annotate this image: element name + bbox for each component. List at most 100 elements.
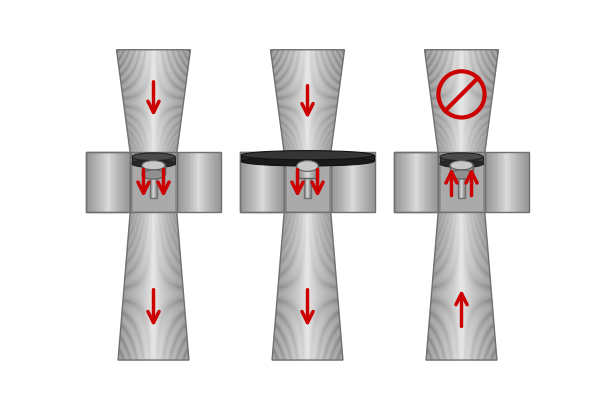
Polygon shape bbox=[108, 153, 110, 213]
Polygon shape bbox=[479, 153, 480, 213]
Polygon shape bbox=[494, 153, 495, 213]
Polygon shape bbox=[277, 51, 289, 155]
Polygon shape bbox=[469, 210, 475, 360]
Polygon shape bbox=[325, 51, 337, 155]
Polygon shape bbox=[87, 153, 89, 213]
Polygon shape bbox=[424, 153, 425, 213]
Polygon shape bbox=[467, 210, 471, 360]
Polygon shape bbox=[281, 153, 283, 213]
Polygon shape bbox=[504, 153, 505, 213]
Polygon shape bbox=[463, 166, 464, 175]
Polygon shape bbox=[323, 51, 335, 155]
Polygon shape bbox=[454, 153, 455, 213]
Polygon shape bbox=[312, 210, 316, 360]
Polygon shape bbox=[285, 210, 293, 360]
Polygon shape bbox=[436, 210, 445, 360]
Polygon shape bbox=[290, 51, 298, 155]
Polygon shape bbox=[93, 153, 95, 213]
Polygon shape bbox=[498, 153, 499, 213]
Polygon shape bbox=[99, 153, 101, 213]
Polygon shape bbox=[259, 153, 260, 213]
Polygon shape bbox=[322, 51, 332, 155]
Polygon shape bbox=[328, 51, 342, 155]
Polygon shape bbox=[194, 153, 196, 213]
Polygon shape bbox=[469, 51, 475, 155]
Ellipse shape bbox=[142, 161, 165, 171]
Polygon shape bbox=[330, 51, 344, 155]
Polygon shape bbox=[266, 153, 268, 213]
Polygon shape bbox=[96, 153, 98, 213]
Polygon shape bbox=[241, 153, 243, 213]
Ellipse shape bbox=[241, 151, 374, 160]
Polygon shape bbox=[166, 210, 173, 360]
Polygon shape bbox=[403, 153, 404, 213]
Polygon shape bbox=[328, 51, 341, 155]
Polygon shape bbox=[464, 166, 465, 175]
Polygon shape bbox=[433, 153, 434, 213]
Polygon shape bbox=[244, 153, 245, 213]
Polygon shape bbox=[315, 166, 316, 179]
Polygon shape bbox=[314, 166, 315, 179]
Polygon shape bbox=[352, 153, 353, 213]
Polygon shape bbox=[157, 166, 158, 175]
Polygon shape bbox=[297, 166, 298, 179]
Polygon shape bbox=[328, 153, 329, 213]
Polygon shape bbox=[277, 153, 278, 213]
Polygon shape bbox=[174, 210, 187, 360]
Polygon shape bbox=[519, 153, 520, 213]
Polygon shape bbox=[300, 166, 301, 179]
Polygon shape bbox=[452, 153, 454, 213]
Polygon shape bbox=[163, 153, 164, 213]
Polygon shape bbox=[101, 153, 102, 213]
Ellipse shape bbox=[142, 171, 165, 180]
Polygon shape bbox=[150, 153, 151, 213]
Polygon shape bbox=[141, 153, 142, 213]
Polygon shape bbox=[320, 51, 328, 155]
Polygon shape bbox=[445, 210, 451, 360]
Polygon shape bbox=[473, 51, 481, 155]
Polygon shape bbox=[476, 210, 485, 360]
Polygon shape bbox=[101, 153, 102, 213]
Polygon shape bbox=[271, 153, 272, 213]
Polygon shape bbox=[470, 166, 471, 175]
Polygon shape bbox=[303, 210, 305, 360]
Polygon shape bbox=[451, 51, 455, 155]
Polygon shape bbox=[394, 153, 395, 213]
Polygon shape bbox=[465, 166, 466, 175]
Polygon shape bbox=[140, 153, 141, 213]
Polygon shape bbox=[311, 51, 314, 155]
Polygon shape bbox=[202, 153, 203, 213]
Polygon shape bbox=[170, 153, 171, 213]
Polygon shape bbox=[463, 51, 465, 155]
Polygon shape bbox=[127, 153, 129, 213]
Polygon shape bbox=[311, 153, 312, 213]
Polygon shape bbox=[522, 153, 523, 213]
Polygon shape bbox=[440, 210, 448, 360]
Polygon shape bbox=[298, 51, 302, 155]
Polygon shape bbox=[422, 153, 424, 213]
Polygon shape bbox=[471, 166, 472, 175]
Polygon shape bbox=[185, 153, 187, 213]
Polygon shape bbox=[453, 210, 457, 360]
Polygon shape bbox=[374, 153, 375, 213]
Polygon shape bbox=[120, 153, 121, 213]
Polygon shape bbox=[283, 153, 284, 213]
Polygon shape bbox=[154, 210, 156, 360]
Polygon shape bbox=[159, 51, 163, 155]
Polygon shape bbox=[160, 210, 166, 360]
Polygon shape bbox=[148, 153, 149, 213]
Polygon shape bbox=[430, 51, 442, 155]
Polygon shape bbox=[450, 153, 451, 213]
Ellipse shape bbox=[132, 153, 175, 161]
Polygon shape bbox=[355, 153, 356, 213]
Polygon shape bbox=[480, 210, 491, 360]
Polygon shape bbox=[300, 51, 304, 155]
Polygon shape bbox=[291, 210, 298, 360]
Polygon shape bbox=[217, 153, 218, 213]
Polygon shape bbox=[181, 153, 182, 213]
Polygon shape bbox=[434, 153, 436, 213]
Polygon shape bbox=[160, 153, 161, 213]
Polygon shape bbox=[163, 210, 169, 360]
Polygon shape bbox=[311, 51, 315, 155]
Polygon shape bbox=[105, 153, 107, 213]
